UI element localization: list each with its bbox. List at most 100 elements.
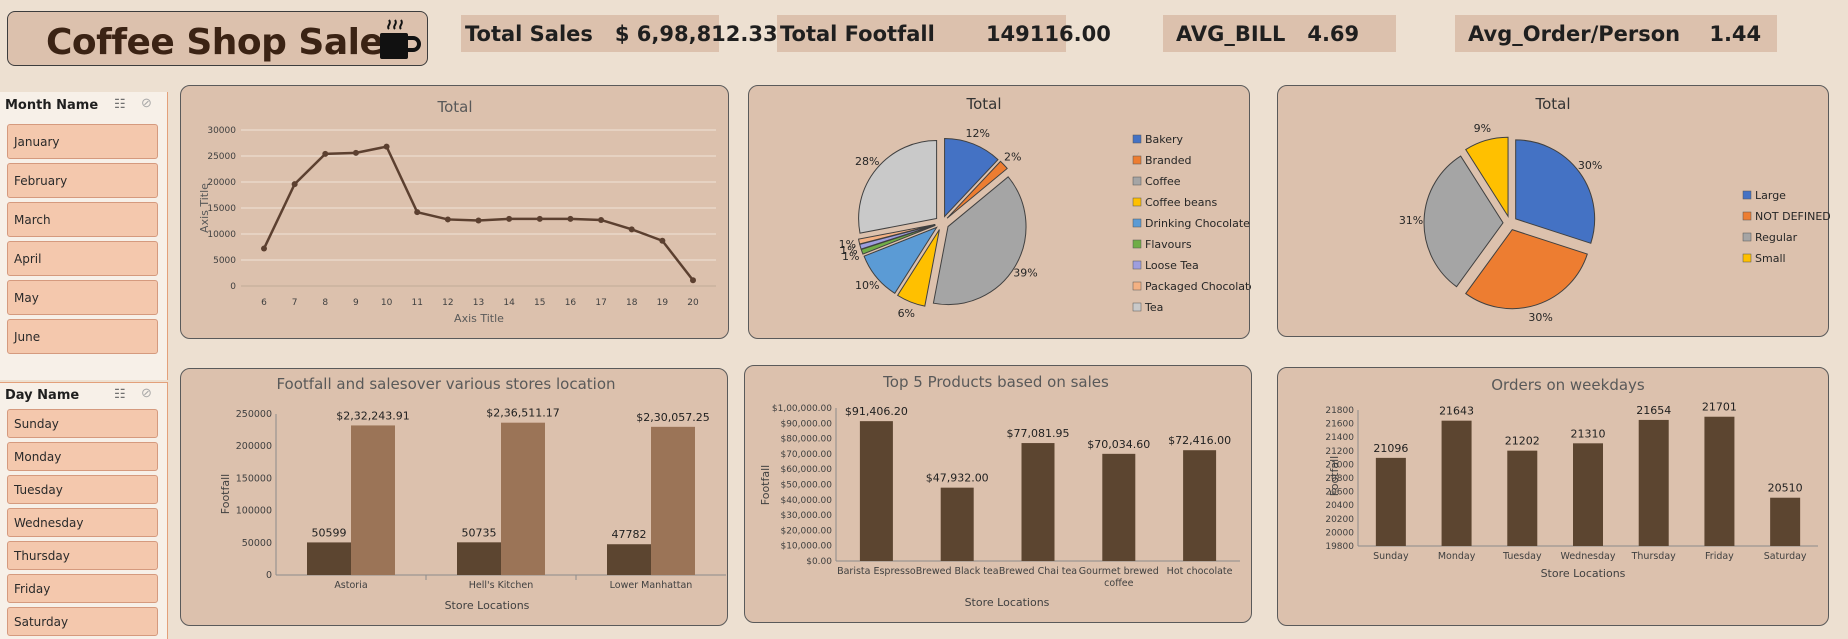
slice-label: 28% — [855, 155, 879, 168]
slicer-item-march[interactable]: March — [7, 202, 158, 237]
slicer-item-june[interactable]: June — [7, 319, 158, 354]
slicer-item-sunday[interactable]: Sunday — [7, 409, 158, 438]
chart-title: Total — [436, 98, 472, 116]
data-point — [628, 226, 635, 233]
legend-label: Coffee beans — [1145, 196, 1217, 209]
chart-title: Footfall and salesover various stores lo… — [276, 375, 615, 393]
slicer-item-friday[interactable]: Friday — [7, 574, 158, 603]
data-label: $91,406.20 — [845, 405, 908, 418]
y-tick-label: $80,000.00 — [780, 435, 832, 445]
x-tick-label: 12 — [442, 298, 453, 308]
x-tick-label: Hell's Kitchen — [469, 580, 534, 591]
bar-wednesday — [1573, 443, 1603, 546]
kpi-avg-order-person: Avg_Order/Person 1.44 — [1455, 15, 1777, 52]
x-axis-title: Store Locations — [1541, 567, 1626, 580]
x-tick-label: Tuesday — [1502, 551, 1542, 562]
legend-label: Drinking Chocolate — [1145, 217, 1250, 230]
data-point — [598, 216, 605, 223]
month-slicer-header: Month Name — [5, 98, 99, 113]
data-label: 21310 — [1571, 427, 1606, 440]
y-axis-title: Footfall — [219, 474, 232, 514]
day-slicer-header: Day Name — [5, 388, 80, 403]
slice-label: 2% — [1004, 151, 1021, 164]
y-tick-label: 10000 — [207, 230, 236, 240]
kpi-avg-bill: AVG_BILL 4.69 — [1163, 15, 1396, 52]
bar-hell-s-kitchen — [457, 542, 501, 575]
bar-gourmet-brewed-coffee — [1102, 453, 1136, 561]
y-tick-label: 200000 — [236, 441, 272, 452]
chart-title: Orders on weekdays — [1491, 376, 1645, 394]
slicer-item-monday[interactable]: Monday — [7, 442, 158, 471]
pie-slice-coffee — [932, 176, 1027, 306]
y-tick-label: $30,000.00 — [780, 511, 832, 521]
slicer-item-january[interactable]: January — [7, 124, 158, 159]
pie-slice-packaged-chocolate — [857, 224, 936, 245]
slice-label: 30% — [1528, 311, 1552, 324]
data-label: 21643 — [1439, 405, 1474, 418]
legend-swatch — [1132, 281, 1142, 291]
bar-lower-manhattan — [651, 426, 695, 575]
x-tick-label: 11 — [411, 298, 422, 308]
y-tick-label: $60,000.00 — [780, 465, 832, 475]
data-point — [383, 143, 390, 150]
y-tick-label: 20000 — [207, 178, 236, 188]
bar-saturday — [1770, 497, 1801, 546]
slice-label: 39% — [1013, 266, 1037, 279]
bar-tuesday — [1507, 450, 1538, 546]
x-tick-label: coffee — [1104, 578, 1133, 589]
y-tick-label: 0 — [266, 570, 272, 581]
x-tick-label: 13 — [473, 298, 484, 308]
data-point — [444, 216, 451, 223]
slicer-item-tuesday[interactable]: Tuesday — [7, 475, 158, 504]
bar-astoria — [351, 425, 395, 575]
x-tick-label: 19 — [657, 298, 669, 308]
pie-slice-coffee-beans — [896, 229, 940, 307]
chart-title: Total — [1534, 95, 1570, 113]
x-tick-label: 14 — [503, 298, 515, 308]
slice-label: 30% — [1578, 159, 1602, 172]
y-tick-label: $50,000.00 — [780, 481, 832, 491]
legend-swatch — [1742, 211, 1752, 221]
data-label: 50735 — [462, 526, 497, 539]
x-tick-label: Astoria — [334, 580, 367, 591]
data-point — [690, 277, 696, 284]
pie-slice-regular — [1423, 155, 1504, 288]
clear-filter-icon[interactable]: ⊘ — [141, 385, 152, 400]
pie-slice-branded — [946, 160, 1008, 219]
bar-friday — [1704, 416, 1735, 546]
multi-select-icon[interactable]: ☷ — [114, 386, 126, 401]
slice-label: 10% — [855, 279, 879, 292]
x-tick-label: Friday — [1705, 551, 1734, 562]
data-label: 21654 — [1636, 404, 1671, 417]
pie-slice-bakery — [944, 137, 999, 218]
x-tick-label: Hot chocolate — [1167, 566, 1233, 577]
legend-label: Regular — [1755, 231, 1798, 244]
x-tick-label: Sunday — [1373, 551, 1409, 562]
slicer-item-wednesday[interactable]: Wednesday — [7, 508, 158, 537]
data-point — [475, 217, 482, 224]
weekday-orders-bar-chart: Orders on weekdays 19800 20000 20200 20400 20… — [1277, 367, 1829, 626]
y-tick-label: 21000 — [1325, 460, 1354, 470]
multi-select-icon[interactable]: ☷ — [114, 96, 126, 111]
x-tick-label: Barista Espresso — [837, 566, 916, 577]
slicer-item-february[interactable]: February — [7, 163, 158, 198]
x-tick-label: Wednesday — [1560, 551, 1615, 562]
slicer-item-thursday[interactable]: Thursday — [7, 541, 158, 570]
y-axis-title: Footfall — [759, 465, 772, 505]
data-label: $2,30,057.25 — [636, 411, 709, 424]
y-tick-label: 150000 — [236, 473, 272, 484]
data-label: 20510 — [1768, 482, 1803, 495]
data-point — [414, 209, 421, 216]
data-label: $77,081.95 — [1007, 427, 1070, 440]
x-tick-label: Saturday — [1764, 551, 1807, 562]
slicer-item-april[interactable]: April — [7, 241, 158, 276]
bar-hot-chocolate — [1183, 450, 1217, 561]
slicer-item-may[interactable]: May — [7, 280, 158, 315]
x-tick-label: 6 — [261, 298, 267, 308]
slicer-item-saturday[interactable]: Saturday — [7, 607, 158, 636]
legend-label: Packaged Chocolate — [1145, 280, 1251, 293]
y-tick-label: 20800 — [1325, 474, 1354, 484]
legend-swatch — [1132, 155, 1142, 165]
clear-filter-icon[interactable]: ⊘ — [141, 95, 152, 110]
legend-swatch — [1132, 134, 1142, 144]
